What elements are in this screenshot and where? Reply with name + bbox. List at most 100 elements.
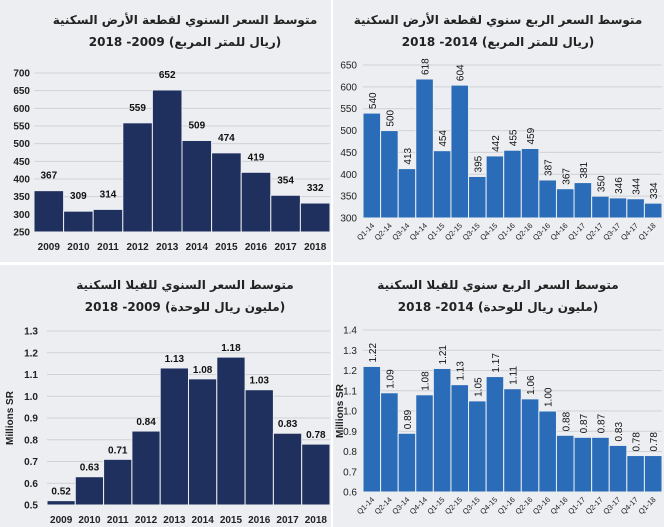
y-tick-label: 1.0 — [24, 392, 38, 403]
bar — [299, 202, 331, 233]
bar — [538, 410, 557, 493]
chart-subtitle: (ريال للمتر المربع) 2014- 2018 — [402, 35, 594, 49]
y-tick-label: 550 — [340, 104, 357, 115]
chart-title: متوسط السعر السنوي للفيلا السكنية — [76, 278, 293, 293]
x-tick-label: 2016 — [248, 515, 271, 526]
bar — [33, 190, 65, 233]
data-label: 346 — [614, 177, 625, 194]
x-tick-label: 2017 — [276, 515, 299, 526]
y-tick-label: 650 — [13, 86, 30, 97]
y-tick-label: 0.9 — [343, 427, 357, 438]
data-label: 1.00 — [544, 387, 555, 407]
y-tick-label: 0.5 — [24, 501, 38, 512]
bar — [591, 195, 610, 219]
bar — [450, 384, 470, 493]
bar — [92, 208, 124, 233]
data-label: 0.78 — [632, 432, 643, 452]
data-label: 1.08 — [421, 371, 432, 391]
data-label: 559 — [129, 103, 146, 114]
bar — [397, 168, 417, 219]
y-tick-label: 500 — [13, 139, 30, 150]
data-label: 652 — [159, 70, 176, 81]
y-tick-label: 300 — [340, 214, 357, 225]
data-label: 419 — [248, 152, 265, 163]
data-label: 500 — [385, 109, 396, 126]
bar — [555, 188, 575, 219]
bar — [450, 84, 470, 219]
bar — [538, 179, 557, 219]
y-tick-label: 0.8 — [343, 447, 357, 458]
data-label: 334 — [649, 182, 660, 199]
y-tick-label: 1.0 — [343, 407, 357, 418]
y-tick-label: 450 — [13, 157, 30, 168]
data-label: 1.17 — [491, 353, 502, 373]
y-tick-label: 1.2 — [343, 366, 357, 377]
data-label: 0.83 — [614, 422, 625, 442]
bar — [626, 455, 645, 493]
y-tick-label: 650 — [340, 61, 357, 72]
data-label: 367 — [40, 171, 57, 182]
y-axis-label: Millions SR — [5, 390, 16, 445]
y-tick-label: 1.3 — [343, 346, 357, 357]
data-label: 332 — [307, 183, 324, 194]
data-label: 0.52 — [51, 487, 71, 498]
y-tick-label: 350 — [13, 192, 30, 203]
bar — [591, 436, 610, 493]
bar — [643, 455, 663, 493]
y-tick-label: 700 — [13, 69, 30, 80]
y-tick-label: 1.1 — [343, 386, 357, 397]
chart-panel-3: متوسط السعر السنوي للفيلا السكنية (مليون … — [0, 265, 331, 527]
bar — [380, 130, 399, 219]
data-label: 1.21 — [438, 345, 449, 365]
chart-panel-4: متوسط السعر الربع سنوي للفيلا السكنية (مل… — [333, 265, 664, 527]
y-tick-label: 0.6 — [24, 479, 38, 490]
data-label: 0.78 — [306, 430, 326, 441]
chart-panel-1: متوسط السعر السنوي لقطعة الأرض السكنية (ر… — [0, 0, 331, 262]
y-tick-label: 550 — [13, 122, 30, 133]
data-label: 1.08 — [193, 365, 213, 376]
x-tick-label: 2010 — [67, 242, 90, 253]
data-label: 1.13 — [456, 361, 467, 381]
x-tick-label: 2011 — [97, 242, 119, 253]
data-label: 0.87 — [579, 413, 590, 433]
y-tick-label: 1.3 — [24, 327, 38, 338]
data-label: 350 — [596, 175, 607, 192]
x-tick-label: 2010 — [78, 515, 101, 526]
bar — [485, 155, 505, 219]
bar — [555, 434, 575, 493]
bar — [301, 443, 331, 506]
data-label: 344 — [632, 178, 643, 195]
data-label: 1.06 — [526, 375, 537, 395]
x-tick-label: 2009 — [38, 242, 61, 253]
chart-title: متوسط السعر الربع سنوي لقطعة الأرض السكن… — [354, 12, 643, 28]
y-tick-label: 400 — [13, 175, 30, 186]
data-label: 618 — [421, 58, 432, 75]
bar — [503, 388, 522, 493]
data-label: 381 — [579, 161, 590, 178]
bar — [415, 78, 434, 219]
data-label: 314 — [100, 189, 117, 200]
bar — [211, 152, 242, 233]
bar — [520, 398, 540, 493]
y-tick-label: 0.6 — [343, 488, 357, 499]
bar — [643, 202, 663, 219]
data-label: 367 — [561, 168, 572, 185]
x-tick-label: 2009 — [50, 515, 73, 526]
y-tick-label: 1.2 — [24, 348, 38, 359]
bar — [151, 89, 183, 233]
data-label: 540 — [368, 92, 379, 109]
data-label: 309 — [70, 191, 87, 202]
bar — [216, 356, 246, 506]
data-label: 454 — [438, 130, 449, 147]
bar — [272, 432, 303, 506]
data-label: 0.88 — [561, 411, 572, 431]
data-label: 0.87 — [596, 413, 607, 433]
data-label: 1.22 — [368, 343, 379, 363]
x-tick-label: 2013 — [163, 515, 186, 526]
bar — [122, 122, 153, 233]
y-tick-label: 350 — [340, 192, 357, 203]
chart-panel-2: متوسط السعر الربع سنوي لقطعة الأرض السكن… — [333, 0, 664, 262]
y-tick-label: 300 — [13, 210, 30, 221]
bar — [608, 197, 628, 219]
bar — [74, 476, 105, 506]
